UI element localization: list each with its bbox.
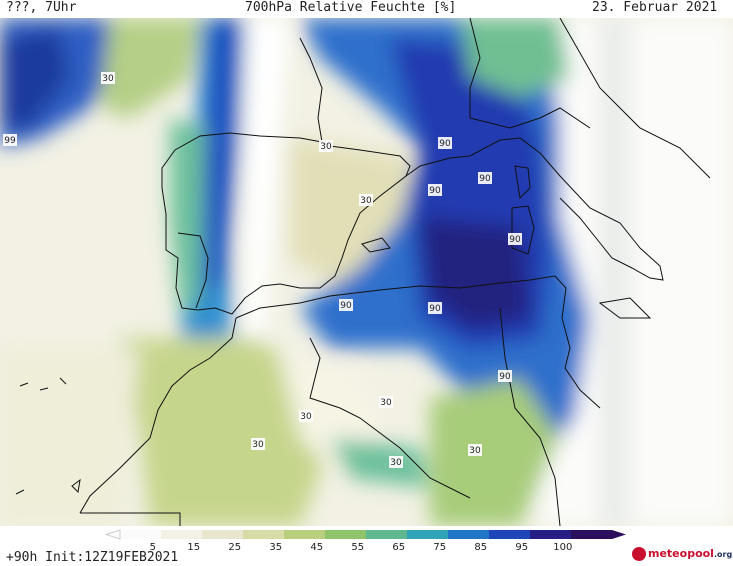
legend-swatch <box>571 530 613 539</box>
legend-swatch <box>407 530 449 539</box>
alps-borders <box>469 18 591 129</box>
legend-swatch <box>243 530 285 539</box>
corsica <box>514 165 531 200</box>
algeria-tunisia-border <box>499 307 561 526</box>
legend-tick-label: 100 <box>553 542 572 553</box>
contour-label: 30 <box>360 196 372 206</box>
legend-swatch <box>530 530 572 539</box>
contour-label: 90 <box>429 304 441 314</box>
valid-date: 23. Februar 2021 <box>592 0 718 15</box>
contour-label: 30 <box>380 398 392 408</box>
contour-label: 30 <box>320 142 332 152</box>
legend-tick-label: 95 <box>515 542 528 553</box>
humidity-field <box>0 18 733 526</box>
balearic-islands <box>361 237 391 253</box>
portugal-border <box>177 232 209 309</box>
legend-tick-label: 5 <box>150 542 156 553</box>
contour-label: 90 <box>340 301 352 311</box>
humidity-map: 30 30 30 99 90 90 90 90 90 90 90 30 30 3… <box>0 18 733 526</box>
logo-text: meteopool <box>648 547 714 560</box>
legend-tick-label: 15 <box>187 542 200 553</box>
legend-tick-labels: 5 15 25 35 45 55 65 75 85 95 100 <box>150 542 573 553</box>
legend-swatch <box>120 530 162 539</box>
western-sahara-border <box>80 512 181 526</box>
color-legend: 5 15 25 35 45 55 65 75 85 95 100 <box>0 526 733 566</box>
morocco-coast <box>79 317 237 514</box>
legend-colorbar <box>104 529 626 540</box>
contour-label: 30 <box>390 458 402 468</box>
map-header: ???, 7Uhr 700hPa Relative Feuchte [%] 23… <box>0 0 733 18</box>
coastlines <box>15 18 711 526</box>
map-title: 700hPa Relative Feuchte [%] <box>245 0 457 15</box>
legend-swatch <box>366 530 408 539</box>
contour-label: 30 <box>252 440 264 450</box>
meteopool-logo[interactable]: meteopool.org <box>632 547 732 565</box>
logo-tld: .org <box>713 550 733 559</box>
contour-label: 30 <box>469 446 481 456</box>
contour-label: 30 <box>300 412 312 422</box>
legend-tick-label: 55 <box>351 542 364 553</box>
contour-label: 90 <box>479 174 491 184</box>
legend-swatch <box>489 530 531 539</box>
legend-min-arrow <box>104 529 121 540</box>
contour-labels: 30 30 30 99 90 90 90 90 90 90 90 30 30 3… <box>3 72 522 468</box>
canary-islands <box>15 377 81 495</box>
legend-swatch <box>202 530 244 539</box>
italy-coast <box>405 137 664 281</box>
contour-label: 90 <box>499 372 511 382</box>
morocco-algeria-border <box>309 337 471 499</box>
legend-tick-label: 75 <box>433 542 446 553</box>
france-coast <box>299 37 323 143</box>
adriatic-coast <box>559 18 711 179</box>
sicily <box>598 297 652 319</box>
north-africa-coast <box>235 275 601 409</box>
iberia-coast <box>161 132 411 315</box>
legend-swatch <box>284 530 326 539</box>
contour-label: 90 <box>509 235 521 245</box>
legend-max-arrow <box>612 530 626 539</box>
legend-tick-label: 65 <box>392 542 405 553</box>
legend-tick-label: 25 <box>228 542 241 553</box>
legend-swatch <box>161 530 203 539</box>
logo-icon <box>632 547 646 561</box>
contour-label: 90 <box>439 139 451 149</box>
valid-time: ???, 7Uhr <box>6 0 77 15</box>
legend-swatch <box>325 530 367 539</box>
forecast-init: +90h Init:12Z19FEB2021 <box>6 550 179 565</box>
contour-label: 90 <box>429 186 441 196</box>
legend-tick-label: 35 <box>269 542 282 553</box>
legend-tick-label: 85 <box>474 542 487 553</box>
legend-tick-label: 45 <box>310 542 323 553</box>
legend-swatch <box>448 530 490 539</box>
contour-label: 99 <box>4 136 16 146</box>
contour-label: 30 <box>102 74 114 84</box>
